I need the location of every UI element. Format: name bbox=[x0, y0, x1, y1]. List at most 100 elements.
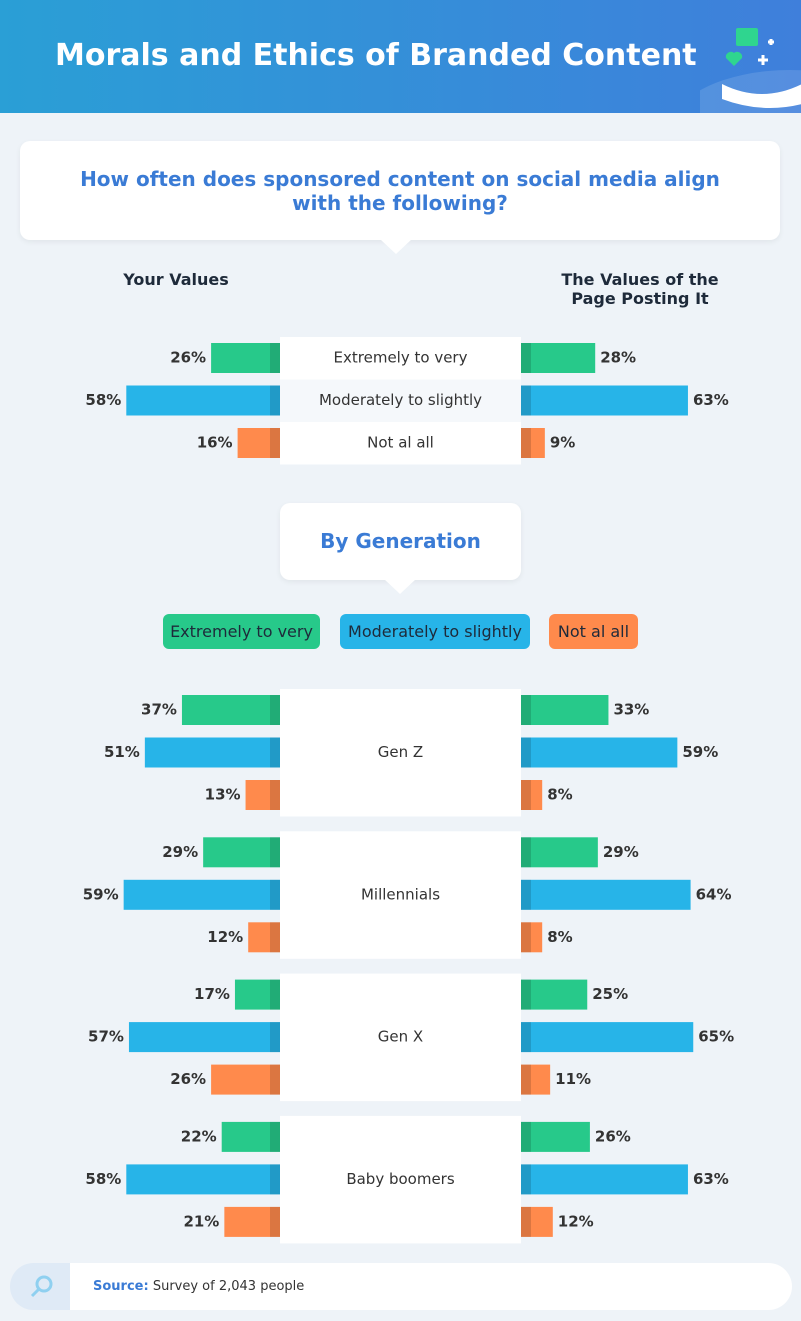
source-icon-bg bbox=[10, 1263, 70, 1310]
bar-shade bbox=[521, 695, 531, 725]
bar bbox=[521, 780, 543, 810]
bar-shade bbox=[521, 780, 531, 810]
source-box: Source: Survey of 2,043 people bbox=[70, 1263, 792, 1310]
value-label: 51% bbox=[104, 743, 140, 761]
value-label: 58% bbox=[85, 1170, 121, 1188]
center-row bbox=[280, 379, 521, 422]
category-label: Extremely to very bbox=[334, 349, 468, 367]
value-label: 8% bbox=[547, 928, 572, 946]
value-label: 8% bbox=[547, 786, 572, 804]
section-title-box: By Generation bbox=[280, 503, 521, 580]
category-label: Not al all bbox=[367, 434, 434, 452]
bar-shade bbox=[521, 1064, 531, 1095]
group-label: Millennials bbox=[361, 885, 440, 903]
value-label: 12% bbox=[207, 928, 243, 946]
bar bbox=[237, 428, 280, 458]
value-label: 59% bbox=[682, 743, 718, 761]
bar-shade bbox=[521, 879, 531, 910]
chart-title: How often does sponsored content on soci… bbox=[80, 166, 720, 215]
value-label: 37% bbox=[141, 701, 177, 719]
legend-item: Extremely to very bbox=[163, 614, 320, 649]
header: Morals and Ethics of Branded Content bbox=[0, 0, 801, 113]
bar-shade bbox=[270, 385, 280, 416]
bar-shade bbox=[270, 922, 280, 953]
bar-shade bbox=[270, 695, 280, 725]
bar bbox=[521, 737, 678, 768]
bar-shade bbox=[270, 343, 280, 373]
bar bbox=[123, 879, 281, 910]
bar-shade bbox=[270, 737, 280, 768]
value-label: 26% bbox=[170, 1070, 206, 1088]
legend-item: Not al all bbox=[549, 614, 638, 649]
center-panel bbox=[280, 1115, 521, 1244]
source-text: Survey of 2,043 people bbox=[152, 1279, 305, 1294]
bar-shade bbox=[521, 922, 531, 953]
bar bbox=[126, 1164, 280, 1195]
group-label: Gen X bbox=[378, 1028, 423, 1046]
bar bbox=[521, 428, 545, 458]
pointer bbox=[384, 579, 416, 594]
bar-shade bbox=[270, 1121, 280, 1152]
page-title: Morals and Ethics of Branded Content bbox=[55, 38, 697, 73]
bar-shade bbox=[521, 837, 531, 868]
bar bbox=[221, 1121, 280, 1152]
bar-shade bbox=[521, 737, 531, 768]
bar bbox=[521, 922, 543, 953]
bar bbox=[126, 385, 280, 416]
center-panel bbox=[280, 831, 521, 959]
bar bbox=[234, 979, 280, 1010]
question-box: How often does sponsored content on soci… bbox=[20, 141, 780, 240]
value-label: 64% bbox=[696, 885, 732, 903]
value-label: 58% bbox=[85, 391, 121, 409]
value-label: 28% bbox=[600, 349, 636, 367]
source-label: Source: bbox=[93, 1279, 149, 1294]
value-label: 12% bbox=[558, 1212, 594, 1230]
group-label: Baby boomers bbox=[346, 1170, 455, 1188]
value-label: 25% bbox=[592, 985, 628, 1003]
center-panel bbox=[280, 973, 521, 1102]
bar-shade bbox=[270, 1164, 280, 1195]
bar-shade bbox=[521, 1164, 531, 1195]
bar-shade bbox=[270, 780, 280, 810]
value-label: 57% bbox=[88, 1028, 124, 1046]
bar bbox=[144, 737, 280, 768]
value-label: 63% bbox=[693, 1170, 729, 1188]
value-label: 13% bbox=[205, 786, 241, 804]
value-label: 21% bbox=[183, 1212, 219, 1230]
bar bbox=[224, 1206, 280, 1237]
bar-shade bbox=[521, 979, 531, 1010]
bar bbox=[521, 1022, 694, 1053]
value-label: 22% bbox=[181, 1127, 217, 1145]
value-label: 63% bbox=[693, 391, 729, 409]
bar bbox=[203, 837, 280, 868]
bar-shade bbox=[270, 879, 280, 910]
series-name: Your Values bbox=[123, 270, 229, 289]
bar bbox=[521, 343, 596, 373]
header-icon bbox=[700, 28, 801, 113]
bar bbox=[211, 343, 280, 373]
value-label: 65% bbox=[698, 1028, 734, 1046]
bar bbox=[521, 1164, 688, 1195]
series-name: The Values of the Page Posting It bbox=[561, 270, 719, 308]
search-icon bbox=[30, 1275, 53, 1298]
bar bbox=[521, 385, 688, 416]
value-label: 9% bbox=[550, 434, 575, 452]
bar-shade bbox=[270, 1206, 280, 1237]
value-label: 29% bbox=[162, 843, 198, 861]
value-label: 16% bbox=[197, 434, 233, 452]
value-label: 11% bbox=[555, 1070, 591, 1088]
bar-shade bbox=[270, 837, 280, 868]
bar-shade bbox=[521, 1022, 531, 1053]
legend-item: Moderately to slightly bbox=[340, 614, 530, 649]
value-label: 17% bbox=[194, 985, 230, 1003]
bar-shade bbox=[270, 1022, 280, 1053]
bar bbox=[521, 1064, 551, 1095]
group-label: Gen Z bbox=[378, 743, 423, 761]
bar-shade bbox=[521, 343, 531, 373]
bar bbox=[521, 695, 609, 725]
bar-shade bbox=[270, 979, 280, 1010]
bar bbox=[211, 1064, 280, 1095]
pointer bbox=[380, 239, 412, 254]
